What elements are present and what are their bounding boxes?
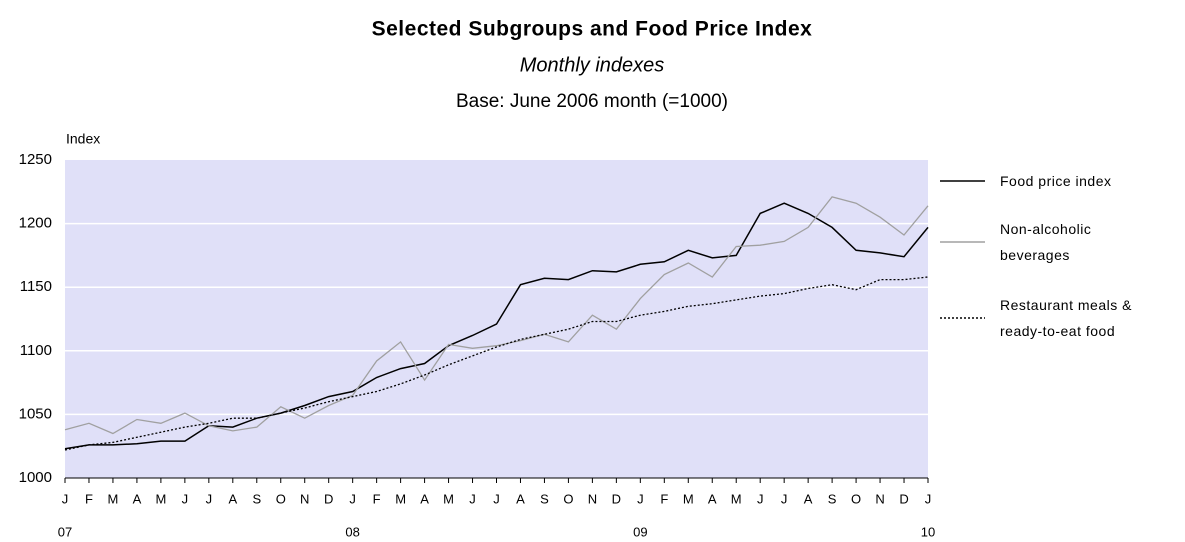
x-tick-label: D: [324, 491, 333, 506]
x-tick-label: N: [300, 491, 309, 506]
x-tick-label: O: [276, 491, 286, 506]
x-tick-label: D: [899, 491, 908, 506]
series-line: [64, 276, 929, 451]
x-tick-label: J: [637, 491, 644, 506]
x-tick-label: A: [708, 491, 717, 506]
chart-note: Base: June 2006 month (=1000): [456, 91, 728, 112]
x-tick-label: J: [349, 491, 356, 506]
x-tick-label: M: [395, 491, 406, 506]
x-tick-label: M: [108, 491, 119, 506]
x-tick-label: S: [252, 491, 261, 506]
x-group-label: 08: [345, 524, 359, 539]
x-tick-label: A: [228, 491, 237, 506]
x-tick-label: M: [443, 491, 454, 506]
series-line: [64, 196, 929, 435]
x-tick-label: F: [85, 491, 93, 506]
x-group-label: 09: [633, 524, 647, 539]
legend-label: Non-alcoholic beverages: [1000, 221, 1092, 263]
chart-subtitle: Monthly indexes: [520, 54, 665, 76]
x-tick-label: F: [373, 491, 381, 506]
x-tick-label: M: [683, 491, 694, 506]
x-tick-label: M: [155, 491, 166, 506]
y-tick-label: 1100: [20, 342, 52, 359]
x-tick-label: J: [493, 491, 500, 506]
x-group-label: 10: [921, 524, 935, 539]
x-tick-label: M: [731, 491, 742, 506]
y-tick-label: 1200: [19, 215, 52, 232]
x-tick-label: J: [469, 491, 476, 506]
x-tick-label: O: [563, 491, 573, 506]
y-axis-label: Index: [66, 131, 100, 147]
x-tick-label: J: [62, 491, 69, 506]
x-tick-label: J: [757, 491, 764, 506]
x-tick-label: S: [828, 491, 837, 506]
y-tick-label: 1000: [19, 469, 52, 486]
x-tick-label: J: [206, 491, 213, 506]
x-tick-label: O: [851, 491, 861, 506]
y-tick-label: 1150: [20, 278, 52, 295]
x-tick-label: J: [182, 491, 189, 506]
plot-background: [65, 160, 928, 478]
x-tick-label: F: [660, 491, 668, 506]
legend-label: Restaurant meals & ready-to-eat food: [1000, 297, 1132, 339]
x-tick-label: A: [420, 491, 429, 506]
legend-label: Food price index: [1000, 173, 1112, 189]
x-tick-label: S: [540, 491, 549, 506]
x-tick-label: N: [588, 491, 597, 506]
x-tick-label: J: [925, 491, 932, 506]
x-tick-label: D: [612, 491, 621, 506]
x-tick-label: N: [875, 491, 884, 506]
x-tick-label: A: [804, 491, 813, 506]
y-tick-label: 1250: [19, 151, 52, 168]
x-tick-label: J: [781, 491, 788, 506]
chart-title: Selected Subgroups and Food Price Index: [372, 18, 813, 41]
x-group-label: 07: [58, 524, 72, 539]
x-tick-label: A: [516, 491, 525, 506]
x-tick-label: A: [133, 491, 142, 506]
y-tick-label: 1050: [19, 405, 52, 422]
